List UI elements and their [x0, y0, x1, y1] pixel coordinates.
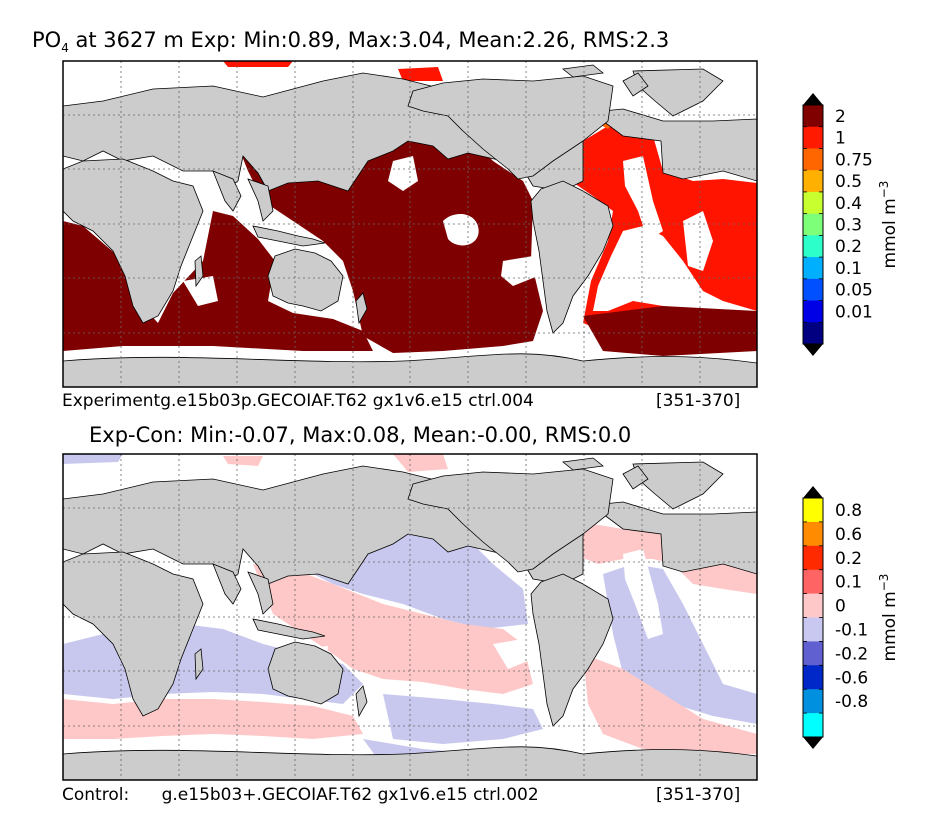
colorbar-top-outline [802, 104, 824, 345]
colorbar-bottom-tick-label: 0.8 [835, 501, 862, 521]
colorbar-bottom-extend-min [803, 737, 823, 749]
colorbar-top-swatch [803, 213, 823, 236]
colorbar-bottom-tick-label: -0.8 [835, 692, 868, 712]
colorbar-top-tick-label: 0.2 [835, 237, 862, 257]
colorbar-bottom-swatch [803, 569, 823, 595]
panel2-frame [62, 453, 758, 781]
colorbar-bottom-tick-label: 0 [835, 597, 846, 617]
colorbar-top-tick-label: 0.05 [835, 281, 873, 301]
colorbar-top: 210.750.50.40.30.20.10.050.01 mmol m−3 [802, 93, 900, 356]
colorbar-top-swatch [803, 278, 823, 302]
colorbar-top-swatch [803, 235, 823, 258]
colorbar-bottom: 0.8 0.6 0.2 0.1 0 -0.1 -0.2 -0.6 -0.8 mmol m−3 [802, 486, 900, 749]
colorbar-bottom-swatch [803, 617, 823, 642]
panel2-caption-left: Control: g.e15b03+.GECOIAF.T62 gx1v6.e15… [62, 785, 539, 805]
colorbar-bottom-swatch [803, 689, 823, 714]
colorbar-bottom-swatch [803, 641, 823, 666]
colorbar-top-tick-label: 0.5 [835, 172, 862, 192]
colorbar-top-tick-label: 0.3 [835, 216, 862, 236]
colorbar-top-extend-min [803, 344, 823, 356]
colorbar-top-tick-label: 0.01 [835, 302, 873, 322]
colorbar-top-swatch [803, 322, 823, 345]
colorbar-top-tick-label: 0.1 [835, 259, 862, 279]
colorbar-bottom-swatch [803, 521, 823, 547]
colorbar-bottom-tick-label: -0.6 [835, 668, 868, 688]
colorbar-top-swatch [803, 257, 823, 280]
colorbar-top-extend-max [803, 93, 823, 105]
positive-region-southern [63, 699, 363, 739]
colorbar-top-tick-label: 1 [835, 129, 846, 149]
panel1-caption-right: [351-370] [656, 391, 741, 411]
panel1-title-prefix: PO [32, 28, 62, 52]
colorbar-top-swatch [803, 126, 823, 149]
colorbar-top-tick-label: 2 [835, 107, 846, 127]
colorbar-bottom-tick-label: 0.2 [835, 549, 862, 569]
panel1-title-subscript: 4 [61, 41, 69, 56]
colorbar-top-swatch [803, 300, 823, 323]
positive-region-pacific [253, 564, 533, 694]
colorbar-bottom-unit-label: mmol m−3 [877, 574, 900, 662]
panel1-title-rest: at 3627 m Exp: Min:0.89, Max:3.04, Mean:… [68, 28, 670, 52]
panel1-title: PO4 at 3627 m Exp: Min:0.89, Max:3.04, M… [32, 28, 669, 55]
colorbar-bottom-extend-max [803, 486, 823, 498]
colorbar-bottom-swatch [803, 593, 823, 618]
colorbar-bottom-swatch [803, 713, 823, 738]
colorbar-bottom-tick-label: 0.1 [835, 573, 862, 593]
colorbar-bottom-swatch [803, 498, 823, 523]
colorbar-top-tick-label: 0.75 [835, 150, 873, 170]
colorbar-top-tick-label: 0.4 [835, 194, 862, 214]
panel1-frame [62, 60, 758, 388]
colorbar-bottom-tick-label: -0.2 [835, 644, 868, 664]
panel2-caption-right: [351-370] [656, 785, 741, 805]
colorbar-bottom-tick-label: 0.6 [835, 525, 862, 545]
colorbar-bottom-tick-label: -0.1 [835, 620, 868, 640]
colorbar-top-swatch [803, 105, 823, 128]
panel1-map [63, 61, 757, 387]
colorbar-bottom-swatch [803, 665, 823, 690]
panel2-map [63, 454, 757, 780]
panel2-title: Exp-Con: Min:-0.07, Max:0.08, Mean:-0.00… [89, 423, 632, 447]
colorbar-top-swatch [803, 148, 823, 171]
colorbar-bottom-swatch [803, 545, 823, 571]
colorbar-top-swatch [803, 191, 823, 215]
panel1-caption-left: Experimentg.e15b03p.GECOIAF.T62 gx1v6.e1… [62, 391, 534, 411]
colorbar-top-unit-label: mmol m−3 [877, 181, 900, 269]
colorbar-top-swatch [803, 170, 823, 193]
